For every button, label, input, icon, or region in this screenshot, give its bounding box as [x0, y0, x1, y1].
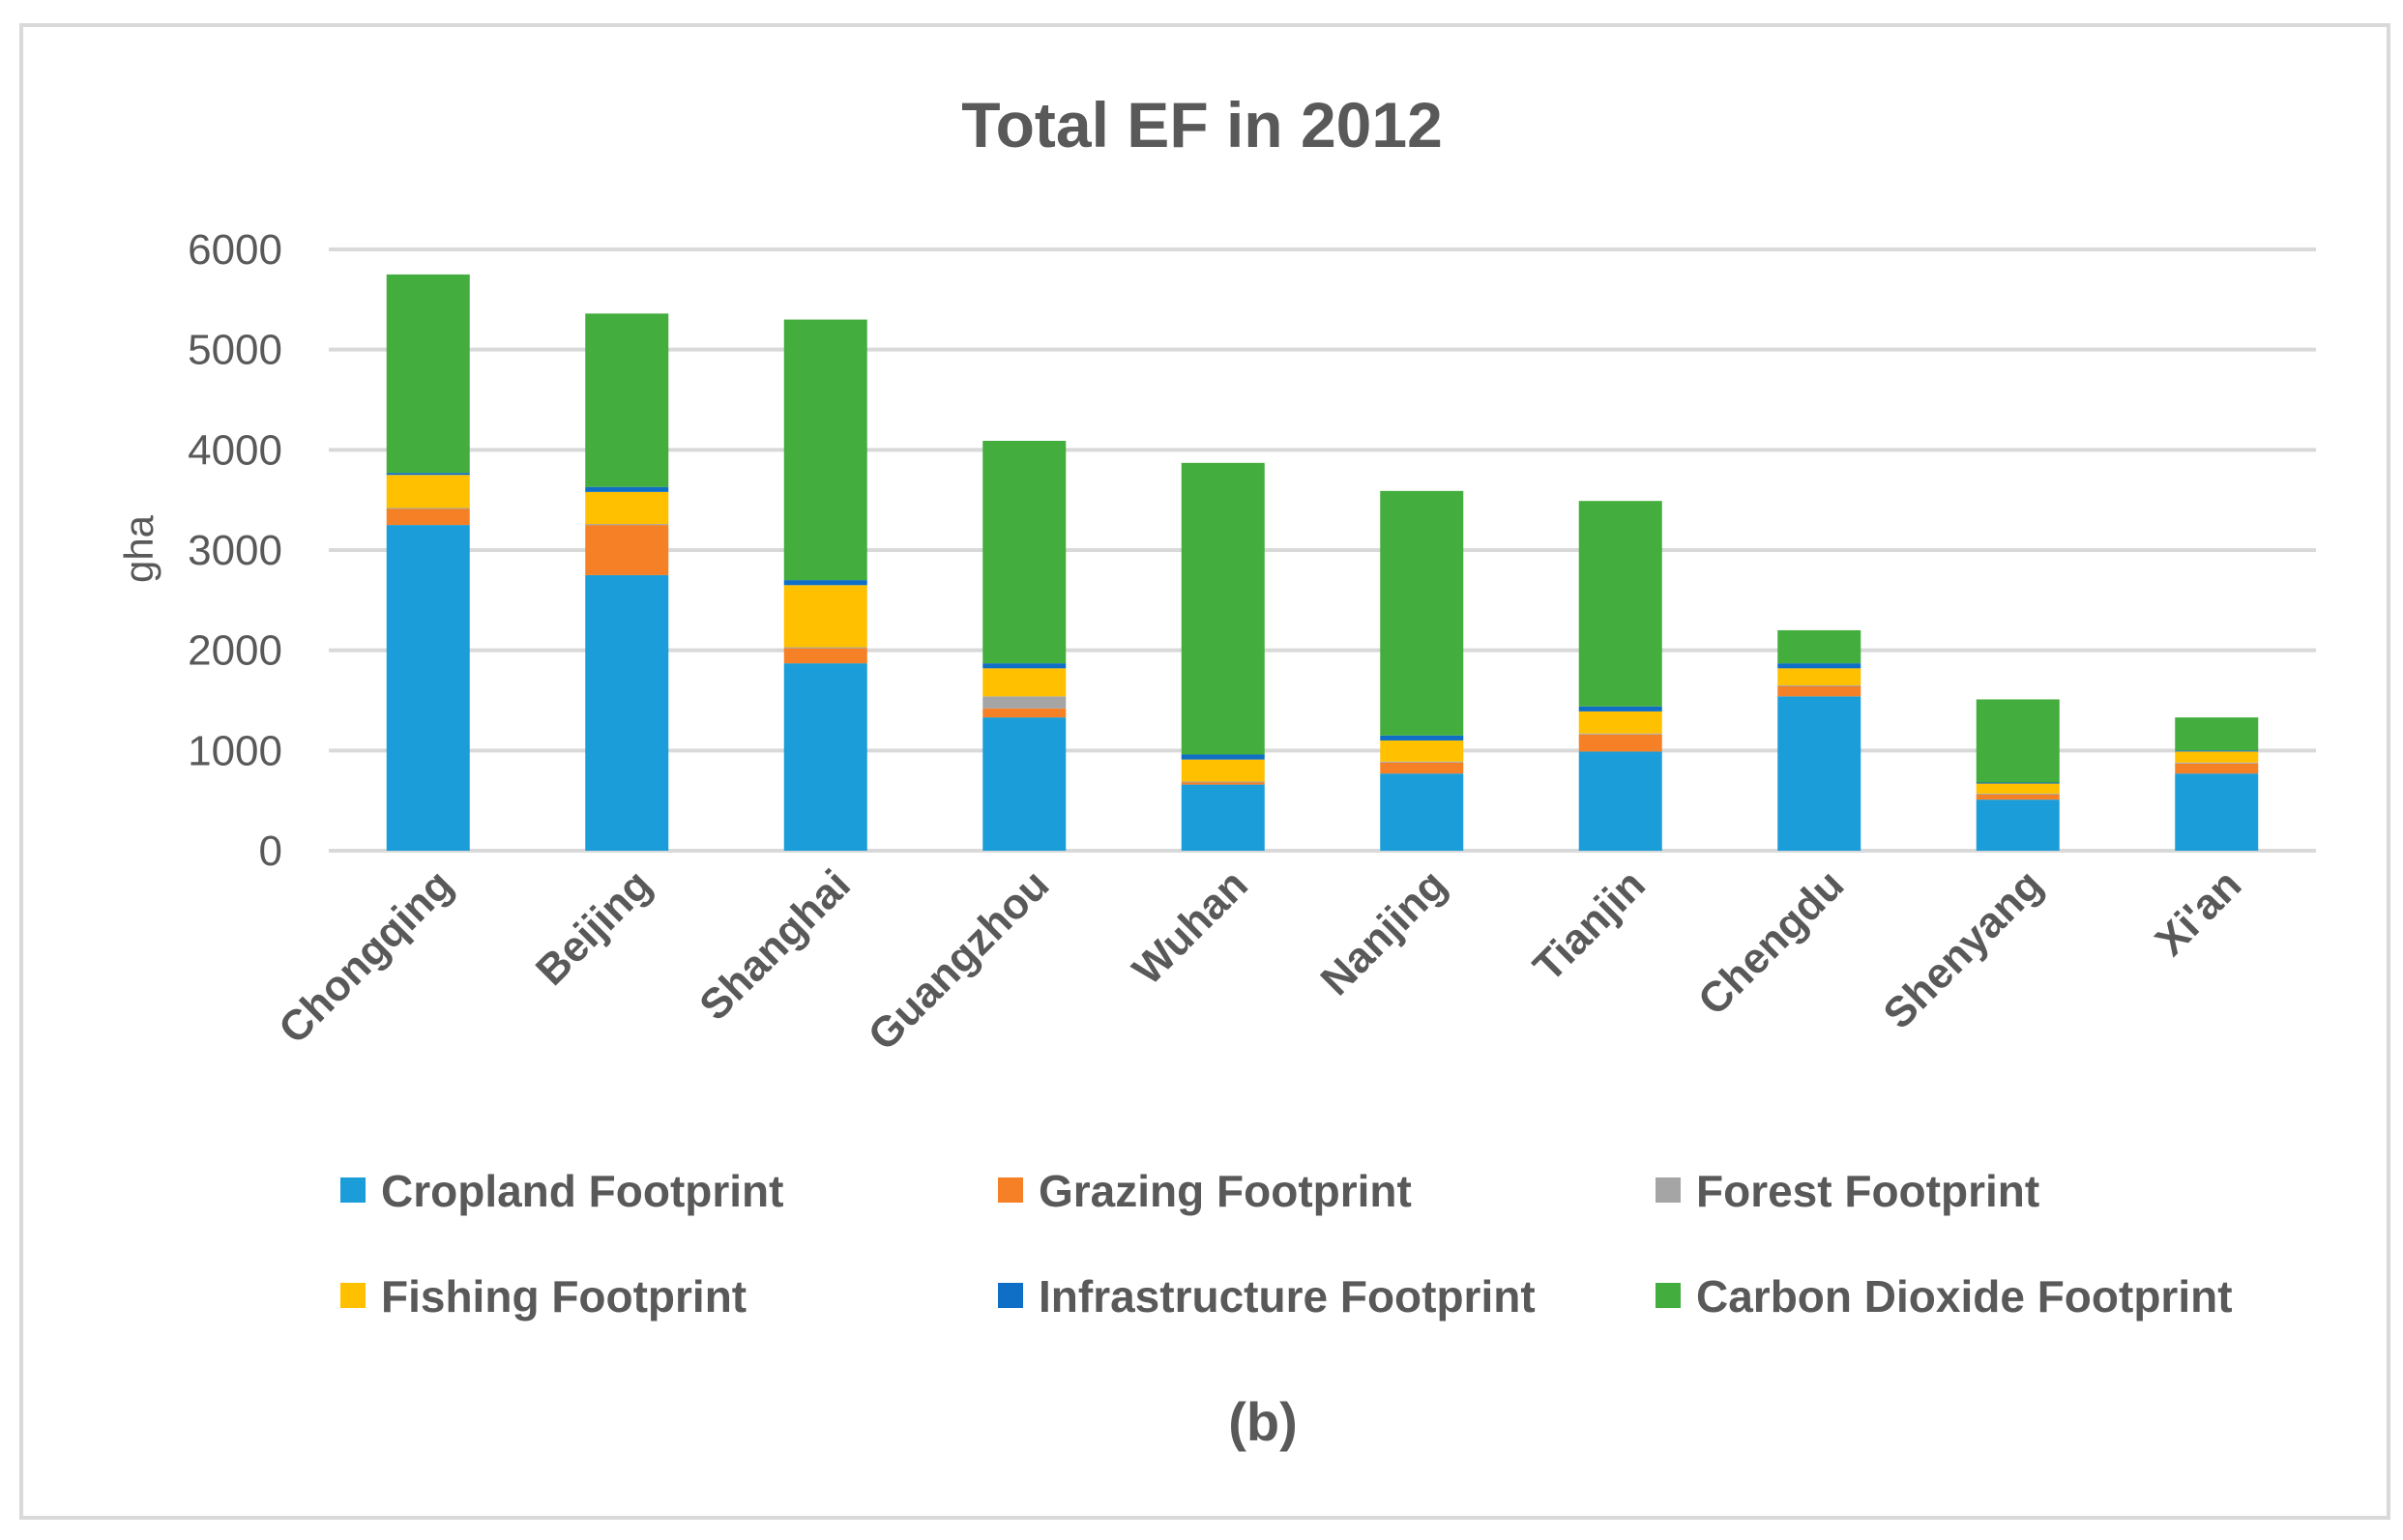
bar-segment-fishing-footprint	[783, 585, 867, 648]
legend-label: Fishing Footprint	[381, 1271, 747, 1322]
bar-segment-grazing-footprint	[783, 648, 867, 664]
bar-segment-carbon-dioxide-footprint	[2175, 717, 2259, 751]
bar-segment-carbon-dioxide-footprint	[1578, 501, 1662, 707]
legend-swatch	[1656, 1177, 1681, 1203]
bar-segment-forest-footprint	[2175, 762, 2259, 764]
bar-segment-fishing-footprint	[386, 475, 470, 508]
legend-label: Forest Footprint	[1696, 1166, 2039, 1216]
x-tick-label: Tianjin	[1524, 860, 1654, 990]
legend-label: Cropland Footprint	[381, 1166, 783, 1216]
bar-segment-grazing-footprint	[1380, 762, 1464, 774]
bar-segment-carbon-dioxide-footprint	[1181, 462, 1265, 755]
y-tick-label: 4000	[188, 426, 282, 474]
bar-segment-forest-footprint	[585, 524, 669, 526]
bar-segment-infrastructure-footprint	[2175, 750, 2259, 752]
legend-swatch	[340, 1283, 366, 1308]
bar-segment-grazing-footprint	[1976, 794, 2060, 800]
bar-segment-grazing-footprint	[1181, 782, 1265, 785]
bar-segment-carbon-dioxide-footprint	[1777, 629, 1861, 664]
bar-segment-cropland-footprint	[386, 525, 470, 851]
bar-segment-infrastructure-footprint	[982, 663, 1067, 669]
x-tick-label: Beijing	[527, 860, 660, 994]
bar-segment-forest-footprint	[1578, 733, 1662, 735]
bar-segment-forest-footprint	[1777, 684, 1861, 686]
x-tick-label: Wuhan	[1124, 860, 1257, 994]
bar-segment-fishing-footprint	[1976, 783, 2060, 794]
bar-segment-fishing-footprint	[585, 491, 669, 525]
y-axis-ticks: 0 1000 2000 3000 4000 5000 6000	[188, 226, 282, 875]
bar-segment-grazing-footprint	[1578, 734, 1662, 752]
bar-segment-cropland-footprint	[783, 663, 867, 851]
legend: Cropland Footprint Grazing Footprint Fores…	[340, 1166, 2233, 1322]
y-tick-label: 6000	[188, 226, 282, 274]
bar-segment-cropland-footprint	[2175, 773, 2259, 851]
bar-segment-cropland-footprint	[1181, 784, 1265, 851]
bar-segment-fishing-footprint	[1181, 759, 1265, 782]
bar-segment-carbon-dioxide-footprint	[783, 319, 867, 581]
x-tick-label: Shanghai	[690, 860, 860, 1030]
y-tick-label: 3000	[188, 527, 282, 574]
bar-segment-infrastructure-footprint	[386, 473, 470, 476]
bar-segment-grazing-footprint	[2175, 763, 2259, 774]
bar-segment-cropland-footprint	[1777, 696, 1861, 851]
bar-segment-grazing-footprint	[1777, 685, 1861, 697]
y-tick-label: 1000	[188, 727, 282, 774]
bar-segment-carbon-dioxide-footprint	[1380, 490, 1464, 736]
bar-segment-infrastructure-footprint	[1380, 735, 1464, 741]
bars	[386, 274, 2259, 851]
bar-segment-infrastructure-footprint	[1181, 754, 1265, 760]
bar-segment-infrastructure-footprint	[1777, 663, 1861, 669]
y-tick-label: 5000	[188, 327, 282, 374]
bar-segment-cropland-footprint	[1976, 799, 2060, 851]
bar-segment-infrastructure-footprint	[1976, 782, 2060, 784]
bar-segment-cropland-footprint	[982, 717, 1067, 851]
x-tick-label: Shenyang	[1874, 860, 2051, 1037]
bar-segment-cropland-footprint	[1578, 751, 1662, 851]
x-tick-label: Nanjing	[1312, 860, 1456, 1004]
bar-segment-grazing-footprint	[982, 708, 1067, 718]
bar-segment-forest-footprint	[1380, 761, 1464, 763]
bar-segment-carbon-dioxide-footprint	[982, 441, 1067, 664]
bar-segment-fishing-footprint	[982, 668, 1067, 697]
bar-segment-cropland-footprint	[585, 574, 669, 851]
bar-segment-carbon-dioxide-footprint	[585, 313, 669, 487]
bar-segment-fishing-footprint	[1578, 711, 1662, 734]
x-axis-ticks: Chongqing Beijing Shanghai Guangzhou Wuhan Na…	[270, 860, 2250, 1060]
legend-label: Infrastructure Footprint	[1039, 1271, 1536, 1322]
legend-label: Grazing Footprint	[1039, 1166, 1412, 1216]
figure-caption: (b)	[1228, 1391, 1298, 1452]
bar-segment-carbon-dioxide-footprint	[386, 274, 470, 474]
bar-segment-carbon-dioxide-footprint	[1976, 699, 2060, 783]
bar-segment-forest-footprint	[783, 647, 867, 649]
y-axis-label: gha	[116, 514, 161, 583]
bar-segment-cropland-footprint	[1380, 773, 1464, 851]
y-tick-label: 2000	[188, 627, 282, 675]
legend-swatch	[1656, 1283, 1681, 1308]
legend-label: Carbon Dioxide Footprint	[1696, 1271, 2233, 1322]
legend-swatch	[340, 1177, 366, 1203]
bar-segment-infrastructure-footprint	[783, 580, 867, 586]
bar-segment-fishing-footprint	[1777, 668, 1861, 685]
bar-segment-grazing-footprint	[585, 525, 669, 575]
x-tick-label: Chengdu	[1689, 860, 1853, 1024]
bar-segment-forest-footprint	[982, 696, 1067, 709]
bar-segment-infrastructure-footprint	[585, 486, 669, 492]
bar-segment-forest-footprint	[1181, 781, 1265, 783]
legend-swatch	[998, 1177, 1023, 1203]
bar-segment-grazing-footprint	[386, 508, 470, 526]
bar-segment-forest-footprint	[1976, 793, 2060, 795]
x-tick-label: Xi'an	[2147, 860, 2251, 965]
bar-segment-fishing-footprint	[1380, 740, 1464, 762]
chart-title: Total EF in 2012	[961, 89, 1443, 160]
bar-segment-fishing-footprint	[2175, 751, 2259, 763]
legend-swatch	[998, 1283, 1023, 1308]
bar-segment-infrastructure-footprint	[1578, 706, 1662, 712]
x-tick-label: Guangzhou	[860, 860, 1059, 1060]
x-tick-label: Chongqing	[270, 860, 462, 1053]
y-tick-label: 0	[259, 828, 282, 875]
